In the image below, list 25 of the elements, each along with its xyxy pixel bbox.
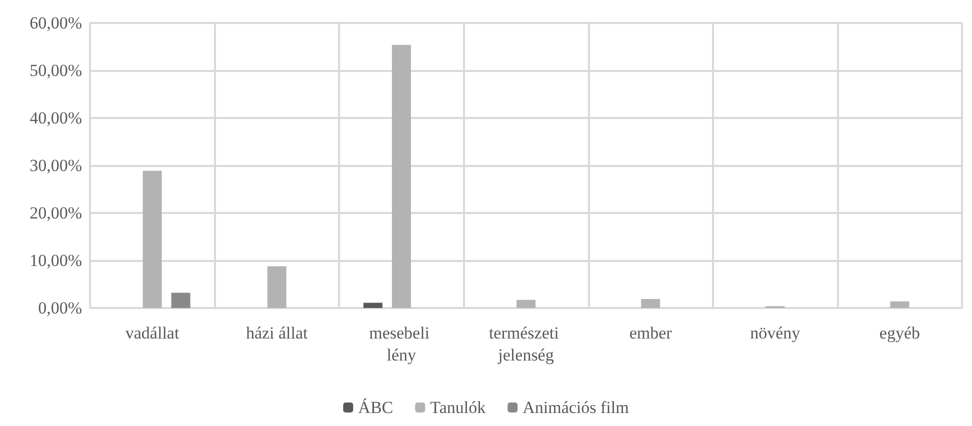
x-tick-label: növény — [750, 324, 801, 342]
y-tick-label: 40,00% — [30, 108, 82, 128]
y-tick-label: 60,00% — [30, 14, 82, 32]
x-tick-label: mesebeli lény — [369, 324, 434, 364]
bar — [890, 301, 910, 308]
legend-label: Animációs film — [522, 398, 629, 417]
y-tick-label: 0,00% — [38, 298, 82, 318]
bar — [267, 266, 286, 308]
bar — [516, 300, 536, 308]
x-tick-label: ember — [629, 324, 672, 342]
bar — [392, 44, 411, 308]
y-tick-label: 50,00% — [30, 61, 82, 80]
y-tick-label: 20,00% — [30, 204, 82, 222]
legend-label: ÁBC — [358, 398, 394, 417]
x-tick-label: vadállat — [125, 324, 180, 342]
bar — [142, 170, 162, 308]
x-tick-label: egyéb — [879, 324, 920, 342]
y-tick-label: 30,00% — [30, 156, 82, 175]
x-tick-label: természeti jelenség — [488, 324, 564, 364]
bar — [641, 298, 660, 308]
bar — [171, 292, 190, 308]
bar — [363, 302, 382, 308]
legend-label: Tanulók — [430, 398, 486, 417]
y-tick-label: 10,00% — [30, 251, 82, 270]
x-tick-label: házi állat — [246, 324, 308, 342]
